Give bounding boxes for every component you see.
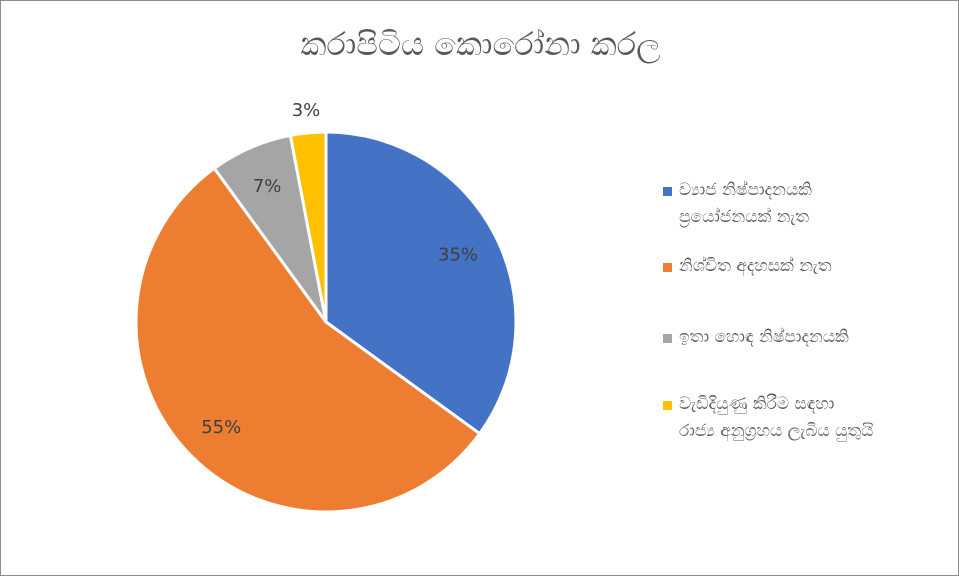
pie-slice-fake-product[interactable] bbox=[324, 130, 518, 436]
legend: ව්‍යාජ නිෂ්පාදනයකි ප්‍රයෝජනයක් නැත නිශ්ච… bbox=[663, 177, 953, 485]
legend-item-state-support[interactable]: වැඩිදියුණු කිරීම සඳහා රාජ්‍ය අනුග්‍රහය ල… bbox=[663, 391, 953, 445]
legend-label: වැඩිදියුණු කිරීම සඳහා bbox=[679, 394, 835, 414]
legend-label: රාජ්‍ය අනුග්‍රහය ලැබිය යුතුයි bbox=[679, 421, 874, 441]
data-label-state-support: 3% bbox=[292, 100, 321, 121]
legend-swatch-orange bbox=[663, 263, 672, 272]
pie-slice-state-support[interactable] bbox=[288, 130, 328, 323]
data-label-no-opinion: 55% bbox=[201, 417, 241, 438]
legend-label: ව්‍යාජ නිෂ්පාදනයකි bbox=[679, 180, 812, 200]
legend-label: නිශ්චිත අදහසක් නැත bbox=[679, 256, 832, 276]
legend-label: ඉතා හොඳ නිෂ්පාදනයකි bbox=[679, 327, 849, 347]
legend-swatch-gray bbox=[663, 334, 672, 343]
legend-label: ප්‍රයෝජනයක් නැත bbox=[679, 207, 809, 227]
legend-item-very-good-product[interactable]: ඉතා හොඳ නිෂ්පාදනයකි bbox=[663, 324, 953, 351]
pie-slice-no-opinion[interactable] bbox=[134, 166, 482, 514]
legend-item-fake-product[interactable]: ව්‍යාජ නිෂ්පාදනයකි ප්‍රයෝජනයක් නැත bbox=[663, 177, 953, 231]
data-label-very-good: 7% bbox=[253, 176, 282, 197]
legend-item-no-opinion[interactable]: නිශ්චිත අදහසක් නැත bbox=[663, 253, 953, 280]
legend-swatch-yellow bbox=[663, 401, 672, 410]
data-label-fake-product: 35% bbox=[438, 245, 478, 266]
chart-title: කරාපිටිය කොරෝනා කරල bbox=[300, 25, 661, 63]
legend-swatch-blue bbox=[663, 187, 672, 196]
